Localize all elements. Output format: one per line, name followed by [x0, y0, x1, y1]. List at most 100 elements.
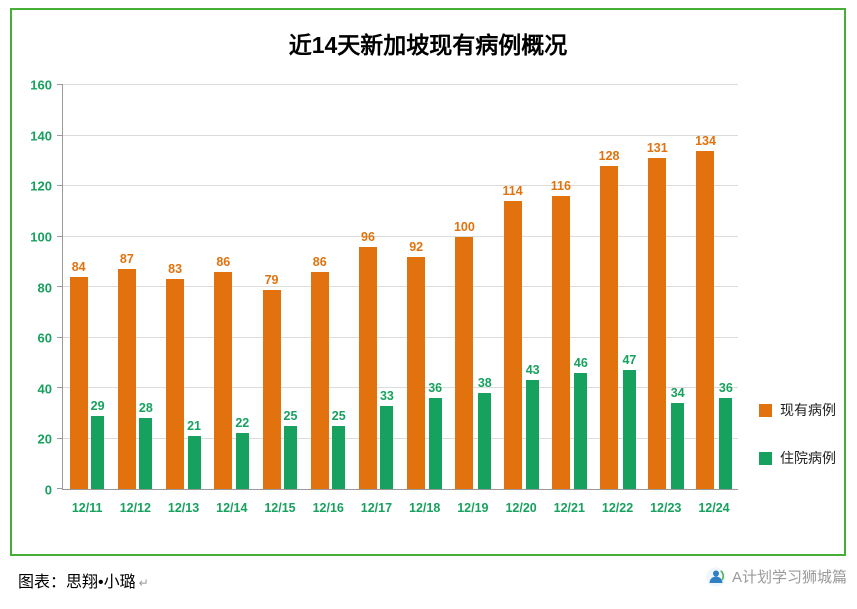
bar-group: 116 46 12/21: [545, 85, 593, 515]
bar-value-label: 36: [718, 381, 733, 396]
bar: [671, 403, 685, 489]
bar-column: 47: [622, 85, 636, 489]
bar-value-label: 25: [331, 408, 346, 423]
bar-value-label: 28: [138, 401, 153, 416]
y-tick-mark: [57, 235, 63, 237]
bar-column: 43: [526, 85, 540, 489]
bar-column: 83: [166, 85, 185, 489]
y-tick-mark: [57, 437, 63, 439]
bar-column: 86: [214, 85, 233, 489]
plot-area: 84 29 12/11 87 28 12/12 83 21 12/13 86 22 12/14 79 25…: [57, 84, 738, 516]
bar-group: 100 38 12/19: [449, 85, 497, 516]
gridline: [63, 286, 738, 287]
bar-column: 29: [91, 85, 105, 489]
y-tick-label: 0: [44, 482, 52, 498]
x-axis-label: 12/16: [312, 501, 344, 515]
bar: [332, 425, 346, 489]
bar-column: 87: [117, 85, 136, 489]
bar: [574, 372, 588, 489]
bar-value-label: 83: [168, 262, 183, 277]
legend-item: 现有病例: [759, 400, 836, 420]
x-axis-label: 12/24: [698, 501, 730, 515]
chart-panel: 近14天新加坡现有病例概况 0 20 40 60 80 100 120 140 160 84 29…: [10, 8, 846, 556]
y-tick-mark: [57, 336, 63, 338]
bar: [91, 415, 105, 489]
bar-value-label: 86: [312, 254, 327, 269]
x-axis-label: 12/20: [505, 501, 537, 515]
bar: [117, 269, 136, 489]
bar: [407, 256, 426, 489]
y-tick-mark: [57, 84, 63, 85]
gridlines: [57, 84, 738, 489]
bar-value-label: 86: [216, 254, 231, 269]
bar-value-label: 84: [71, 259, 86, 274]
bar-group: 134 36 12/24: [690, 85, 738, 515]
bar-column: 25: [332, 85, 346, 489]
bar-value-label: 21: [187, 418, 201, 433]
bar: [310, 271, 329, 489]
y-tick-mark: [57, 387, 63, 388]
bar-column: 96: [358, 85, 377, 489]
bar-column: 131: [647, 85, 668, 489]
bar: [600, 165, 619, 489]
bar-column: 134: [695, 85, 716, 489]
bar-group: 128 47 12/22: [593, 85, 641, 515]
brand-name: A计划学习狮城篇: [731, 569, 847, 586]
bar: [166, 279, 185, 489]
bar-column: 116: [551, 85, 571, 489]
bar-group: 96 33 12/17: [352, 85, 400, 515]
legend-label: 住院病例: [780, 450, 836, 466]
bar-column: 34: [671, 85, 685, 489]
bar: [622, 370, 636, 489]
bar: [214, 271, 233, 489]
bar-column: 25: [284, 85, 297, 489]
bar: [69, 276, 88, 489]
bar: [235, 433, 249, 489]
bar: [478, 393, 492, 489]
y-tick-label: 40: [37, 381, 52, 397]
x-axis-label: 12/11: [71, 501, 103, 515]
bars: 84 29 12/11 87 28 12/12 83 21 12/13 86 22 12/14 79 25…: [63, 85, 738, 516]
bar: [139, 418, 153, 489]
bar-value-label: 131: [646, 141, 668, 156]
bar-group: 87 28 12/12: [111, 85, 159, 515]
legend-item: 住院病例: [759, 448, 836, 468]
bar-value-label: 43: [525, 363, 540, 378]
bar-value-label: 47: [622, 353, 637, 368]
gridline: [63, 84, 738, 85]
bar: [262, 289, 281, 489]
bar-column: 46: [574, 85, 588, 489]
legend-label: 现有病例: [780, 402, 836, 418]
legend-swatch: [759, 403, 772, 417]
x-axis-label: 12/14: [216, 501, 248, 515]
bar-value-label: 34: [670, 386, 685, 401]
bar-value-label: 33: [379, 388, 394, 403]
y-tick-mark: [57, 134, 63, 136]
bar-value-label: 116: [550, 179, 571, 194]
bar: [551, 196, 570, 489]
y-tick-label: 120: [30, 178, 52, 194]
brand-logo-icon: [706, 567, 726, 586]
bar: [526, 380, 540, 489]
bar: [719, 398, 733, 489]
legend-swatch: [759, 451, 772, 465]
bar: [455, 236, 474, 489]
bar: [358, 246, 377, 489]
y-tick-label: 80: [37, 280, 52, 295]
gridline: [63, 185, 738, 186]
bar: [648, 158, 667, 489]
bar-value-label: 114: [502, 184, 523, 199]
gridline: [63, 336, 738, 338]
chart-credit: 图表：思翔•小璐 ↵: [18, 568, 149, 592]
bar-column: 38: [478, 85, 492, 489]
x-axis-label: 12/18: [409, 501, 441, 515]
bar-group: 86 25 12/16: [304, 85, 352, 515]
bar: [187, 435, 201, 489]
y-tick-label: 100: [30, 229, 52, 245]
bar-column: 86: [310, 85, 329, 489]
bar-value-label: 100: [453, 219, 475, 234]
x-axis-label: 12/15: [264, 501, 296, 515]
bar-value-label: 38: [477, 376, 492, 391]
x-axis-label: 12/22: [601, 501, 634, 515]
bar-group: 84 29 12/11: [63, 85, 111, 515]
